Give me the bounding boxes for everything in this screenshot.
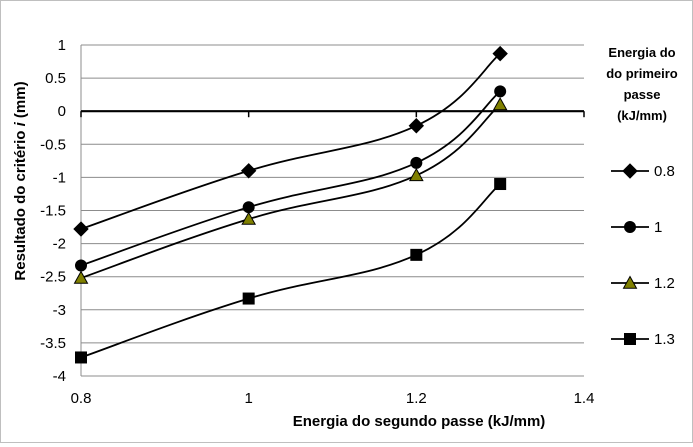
data-point [492, 97, 508, 111]
data-point [494, 85, 507, 98]
y-tick-label: -4 [53, 368, 66, 385]
series-line [80, 103, 501, 279]
y-tick-label: -1 [53, 169, 66, 186]
x-tick-label: 1.2 [406, 390, 427, 407]
x-axis-title: Energia do segundo passe (kJ/mm) [293, 413, 546, 430]
legend-title-line-1: Energia do [608, 45, 675, 60]
legend-marker [624, 333, 636, 345]
y-tick-label: 0.5 [45, 70, 66, 87]
grid-layer [80, 44, 585, 377]
legend-label: 1.2 [654, 275, 675, 292]
y-tick-label: -3.5 [40, 335, 66, 352]
legend-entry: 1 [611, 219, 662, 236]
legend-entry: 1.2 [611, 275, 675, 292]
legend-label: 0.8 [654, 163, 675, 180]
y-tick-label: -0.5 [40, 136, 66, 153]
x-tick-label: 1.4 [574, 390, 595, 407]
data-point [408, 167, 424, 182]
legend-title-line-2: do primeiro [606, 66, 678, 81]
data-point [75, 351, 87, 364]
legend-marker [624, 221, 636, 233]
y-axis-title: Resultado do critério i (mm) [12, 81, 29, 280]
data-point [410, 156, 423, 169]
data-point [241, 211, 257, 225]
x-tick-label: 1 [244, 390, 252, 407]
data-point [492, 45, 508, 62]
data-point [408, 118, 425, 134]
y-tick-label: -3 [53, 302, 66, 319]
data-point [75, 259, 87, 272]
series-line [80, 52, 501, 230]
series-group [73, 45, 508, 237]
series-group [75, 178, 507, 364]
legend: Energia do do primeiro passe (kJ/mm) 0.8… [606, 45, 678, 348]
data-point [240, 163, 257, 179]
data-point [73, 221, 89, 237]
data-point [73, 270, 89, 284]
legend-title-line-4: (kJ/mm) [617, 108, 667, 123]
data-point [494, 178, 507, 191]
series-group [73, 97, 508, 284]
x-tick-label: 0.8 [71, 390, 92, 407]
y-axis-title-part-2: i [12, 121, 29, 126]
series-layer [73, 45, 508, 364]
data-point [242, 292, 255, 305]
legend-marker [622, 163, 638, 179]
data-point [410, 248, 423, 261]
y-axis-title-part-1: Resultado do critério [12, 126, 29, 280]
legend-entry: 1.3 [611, 331, 675, 348]
y-axis-title-part-3: (mm) [12, 81, 29, 122]
legend-entries: 0.8 1 1.2 1.3 [611, 163, 675, 348]
y-tick-label: 1 [58, 37, 66, 54]
series-line [80, 183, 501, 359]
y-tick-label: 0 [58, 103, 66, 120]
data-point [242, 201, 255, 214]
y-tick-label: -2.5 [40, 269, 66, 286]
y-tick-label: -2 [53, 236, 66, 253]
tick-layer: 1 0.5 0 -0.5 -1 -1.5 -2 -2.5 -3 -3.5 -4 0.8 1 1.2 1.4 [40, 37, 594, 407]
legend-entry: 0.8 [611, 163, 675, 180]
legend-label: 1 [654, 219, 662, 236]
legend-marker [622, 275, 638, 289]
y-tick-label: -1.5 [40, 203, 66, 220]
series-line [80, 90, 501, 267]
legend-label: 1.3 [654, 331, 675, 348]
legend-title-line-3: passe [624, 87, 661, 102]
